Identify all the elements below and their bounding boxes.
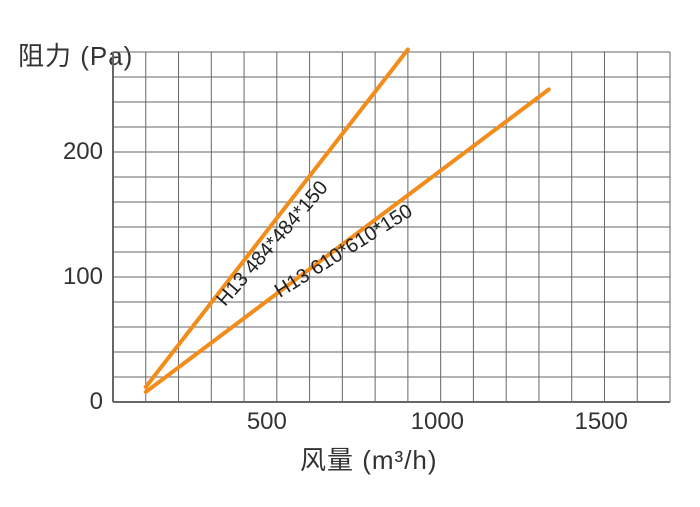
chart-container: 阻力 (Pa) 风量 (m³/h) 010020050010001500 H13…: [0, 0, 700, 507]
x-tick-label: 500: [247, 408, 287, 436]
y-tick-label: 0: [90, 388, 103, 416]
y-tick-label: 100: [63, 263, 103, 291]
x-tick-label: 1500: [574, 408, 627, 436]
y-tick-label: 200: [63, 138, 103, 166]
x-tick-label: 1000: [411, 408, 464, 436]
